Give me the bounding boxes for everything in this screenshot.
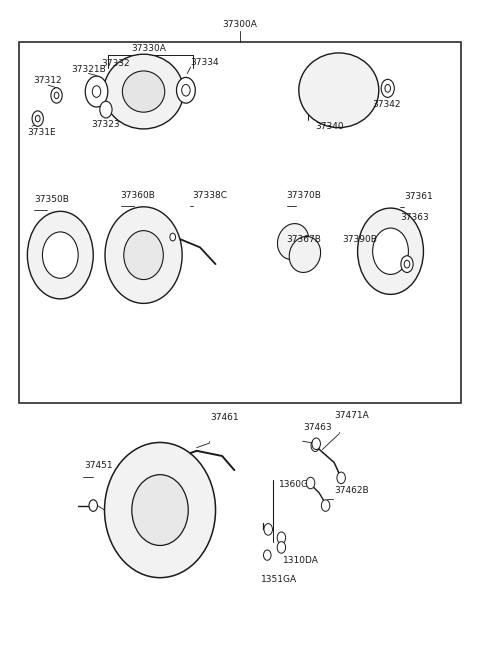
Ellipse shape [122,71,165,112]
Circle shape [85,76,108,107]
Circle shape [337,472,346,484]
Circle shape [170,233,176,241]
Circle shape [322,500,330,511]
Text: 37361: 37361 [405,192,433,201]
Circle shape [277,532,286,543]
Circle shape [311,440,320,451]
Circle shape [312,438,321,449]
Circle shape [264,524,273,535]
Circle shape [264,550,271,560]
Text: 37342: 37342 [372,100,401,109]
Circle shape [306,477,315,489]
Circle shape [51,87,62,103]
Text: 1310DA: 1310DA [283,556,319,565]
Text: 37312: 37312 [34,76,62,85]
Ellipse shape [289,237,321,273]
Circle shape [54,92,59,99]
Text: 37330A: 37330A [131,44,166,53]
Ellipse shape [277,223,309,260]
Circle shape [177,78,195,103]
Text: 37360B: 37360B [120,191,155,200]
Bar [19,42,461,403]
Text: 37471A: 37471A [334,411,369,420]
Ellipse shape [27,212,93,299]
Text: 37338C: 37338C [192,191,227,200]
Circle shape [385,85,391,92]
Text: 37363: 37363 [400,214,429,222]
Circle shape [92,86,101,97]
Text: 37334: 37334 [191,58,219,67]
Ellipse shape [372,228,408,275]
Ellipse shape [104,55,183,129]
Text: 37463: 37463 [303,422,332,432]
Text: 37332: 37332 [101,59,130,68]
Text: 37323: 37323 [92,120,120,129]
Circle shape [404,260,410,268]
Text: 1351GA: 1351GA [261,575,297,584]
Circle shape [277,541,286,553]
Circle shape [100,101,112,118]
Circle shape [401,256,413,273]
Ellipse shape [105,442,216,578]
Ellipse shape [132,474,188,545]
Text: 37350B: 37350B [34,194,69,204]
Text: 37451: 37451 [84,461,112,470]
Circle shape [89,500,97,511]
Text: 37461: 37461 [211,413,239,422]
Circle shape [181,85,190,96]
Text: 1360GG: 1360GG [278,480,315,489]
Text: 3731E: 3731E [27,127,56,137]
Circle shape [32,111,43,126]
Text: 37321B: 37321B [71,64,106,74]
Text: 37390B: 37390B [343,235,377,244]
Ellipse shape [358,208,423,294]
Ellipse shape [299,53,379,127]
Ellipse shape [124,231,163,280]
Text: 37300A: 37300A [223,20,257,29]
Circle shape [36,116,40,122]
Text: 37462B: 37462B [334,486,369,495]
Text: 37340: 37340 [315,122,344,131]
Text: 37367B: 37367B [286,235,321,244]
Ellipse shape [105,207,182,304]
Text: 37370B: 37370B [286,191,321,200]
Ellipse shape [42,232,78,279]
Circle shape [381,79,394,97]
